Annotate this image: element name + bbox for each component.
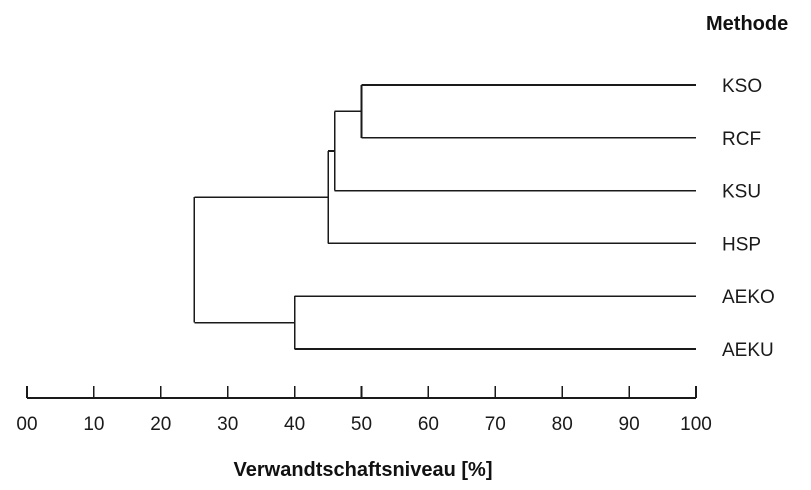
axis-tick-label: 100 (680, 414, 712, 435)
leaf-labels: KSO RCF KSU HSP AEKO AEKU (722, 76, 775, 361)
axis-tick-label: 50 (351, 414, 372, 435)
leaf-label-aeku: AEKU (722, 340, 774, 361)
x-axis: 00 10 20 30 40 50 60 70 80 90 100 (16, 386, 712, 435)
axis-ticks: 00 10 20 30 40 50 60 70 80 90 100 (16, 386, 712, 435)
axis-tick-label: 20 (150, 414, 171, 435)
legend-title: Methode (706, 13, 788, 35)
axis-tick-label: 80 (552, 414, 573, 435)
leaf-label-aeko: AEKO (722, 287, 775, 308)
axis-tick-label: 40 (284, 414, 305, 435)
axis-title: Verwandtschaftsniveau [%] (234, 459, 493, 481)
axis-tick-label: 60 (418, 414, 439, 435)
dendrogram-branches (193, 84, 696, 350)
axis-tick-label: 70 (485, 414, 506, 435)
leaf-label-hsp: HSP (722, 234, 761, 255)
axis-tick-label: 10 (83, 414, 104, 435)
leaf-label-rcf: RCF (722, 129, 761, 150)
axis-tick-label: 30 (217, 414, 238, 435)
leaf-label-kso: KSO (722, 76, 762, 97)
axis-tick-label: 90 (619, 414, 640, 435)
leaf-label-ksu: KSU (722, 182, 761, 203)
axis-tick-label: 00 (16, 414, 37, 435)
